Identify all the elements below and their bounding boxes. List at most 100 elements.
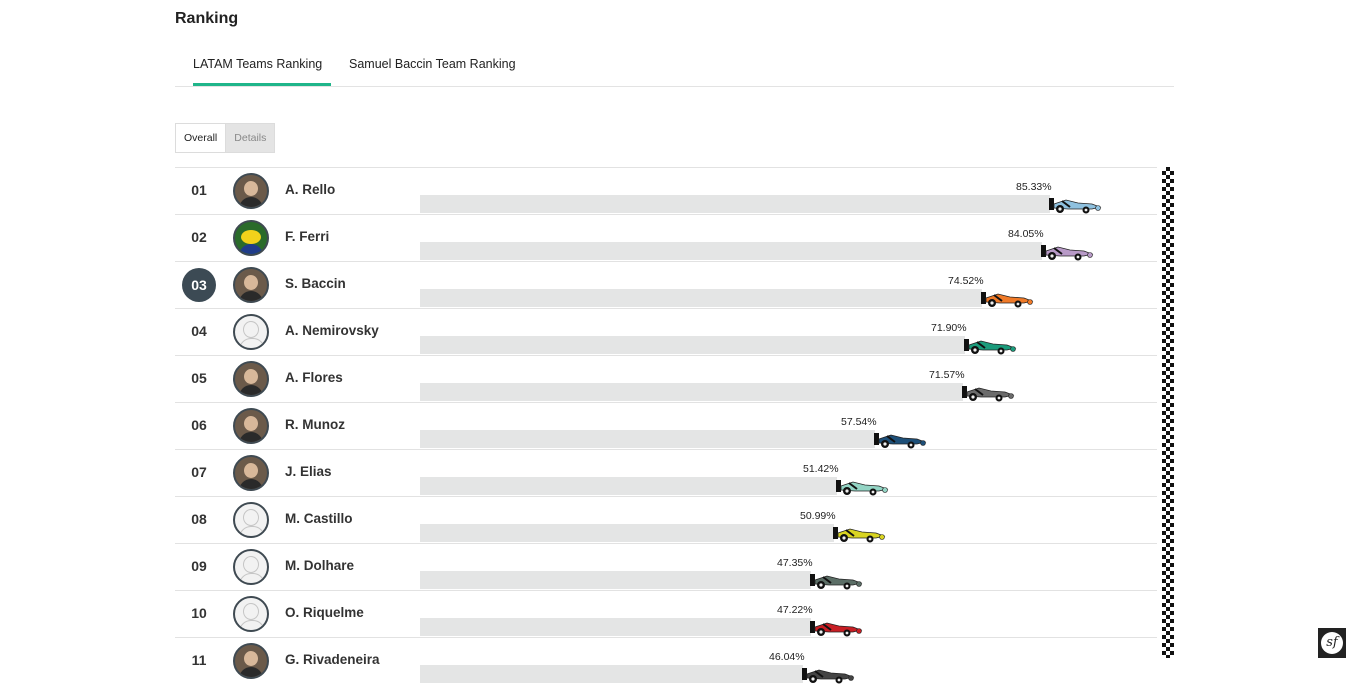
avatar[interactable]	[233, 596, 269, 632]
ranking-row: 05 A. Flores 71.57%	[175, 355, 1157, 402]
avatar[interactable]	[233, 549, 269, 585]
progress-track	[420, 665, 1157, 683]
progress-track	[420, 336, 1157, 354]
race-car-icon	[964, 339, 1017, 355]
participant-name[interactable]: G. Rivadeneira	[285, 652, 380, 667]
race-car-icon	[874, 433, 927, 449]
progress-bar	[420, 289, 982, 307]
avatar[interactable]	[233, 408, 269, 444]
ranking-position: 01	[191, 182, 207, 198]
progress-percent: 71.90%	[931, 322, 967, 334]
progress-track	[420, 289, 1157, 307]
race-car-icon	[1049, 198, 1102, 214]
participant-name[interactable]: R. Munoz	[285, 417, 345, 432]
progress-track	[420, 477, 1157, 495]
progress-bar	[420, 618, 811, 636]
progress-track	[420, 195, 1157, 213]
ranking-row: 01 A. Rello 85.33%	[175, 167, 1157, 214]
ranking-row: 10 O. Riquelme 47.22%	[175, 590, 1157, 637]
symfony-toolbar-button[interactable]: sf	[1318, 628, 1346, 658]
tab-latam-teams-ranking[interactable]: LATAM Teams Ranking	[193, 50, 331, 86]
participant-name[interactable]: M. Dolhare	[285, 558, 355, 573]
ranking-row: 02 F. Ferri 84.05%	[175, 214, 1157, 261]
progress-track	[420, 571, 1157, 589]
progress-track	[420, 383, 1157, 401]
progress-track	[420, 524, 1157, 542]
participant-name[interactable]: F. Ferri	[285, 229, 330, 244]
ranking-list: 01 A. Rello 85.33% 02 F. Ferri 84.05% 03 S. Bac…	[175, 167, 1157, 684]
avatar[interactable]	[233, 502, 269, 538]
race-car-icon	[1041, 245, 1094, 261]
progress-percent: 46.04%	[769, 651, 805, 663]
tab-label: LATAM Teams Ranking	[193, 57, 323, 71]
participant-name[interactable]: A. Rello	[285, 182, 336, 197]
progress-bar	[420, 383, 963, 401]
avatar[interactable]	[233, 361, 269, 397]
participant-name[interactable]: J. Elias	[285, 464, 332, 479]
progress-track	[420, 618, 1157, 636]
race-car-icon	[836, 480, 889, 496]
avatar[interactable]	[233, 173, 269, 209]
participant-name[interactable]: A. Nemirovsky	[285, 323, 379, 338]
avatar[interactable]	[233, 314, 269, 350]
progress-percent: 51.42%	[803, 463, 839, 475]
ranking-position: 08	[191, 511, 207, 527]
avatar[interactable]	[233, 220, 269, 256]
symfony-icon: sf	[1321, 632, 1343, 654]
race-car-icon	[981, 292, 1034, 308]
participant-name[interactable]: M. Castillo	[285, 511, 353, 526]
avatar[interactable]	[233, 643, 269, 679]
progress-bar	[420, 477, 837, 495]
progress-percent: 47.22%	[777, 604, 813, 616]
race-car-icon	[833, 527, 886, 543]
ranking-row: 09 M. Dolhare 47.35%	[175, 543, 1157, 590]
ranking-position: 02	[191, 229, 207, 245]
ranking-row: 08 M. Castillo 50.99%	[175, 496, 1157, 543]
ranking-position: 09	[191, 558, 207, 574]
progress-bar	[420, 524, 834, 542]
progress-bar	[420, 430, 875, 448]
race-car-icon	[962, 386, 1015, 402]
progress-bar	[420, 336, 965, 354]
progress-bar	[420, 571, 811, 589]
participant-name[interactable]: S. Baccin	[285, 276, 346, 291]
ranking-position: 11	[191, 652, 207, 668]
progress-bar	[420, 195, 1050, 213]
ranking-row: 03 S. Baccin 74.52%	[175, 261, 1157, 308]
details-button[interactable]: Details	[225, 124, 275, 152]
ranking-position: 07	[191, 464, 207, 480]
ranking-position: 10	[191, 605, 207, 621]
progress-percent: 47.35%	[777, 557, 813, 569]
page-title: Ranking	[175, 10, 239, 27]
race-car-icon	[810, 574, 863, 590]
tab-label: Samuel Baccin Team Ranking	[349, 57, 516, 71]
ranking-position: 04	[191, 323, 207, 339]
ranking-tabs: LATAM Teams Ranking Samuel Baccin Team R…	[175, 50, 1174, 87]
ranking-row: 04 A. Nemirovsky 71.90%	[175, 308, 1157, 355]
tab-samuel-baccin-team-ranking[interactable]: Samuel Baccin Team Ranking	[349, 50, 516, 84]
progress-track	[420, 242, 1157, 260]
ranking-row: 11 G. Rivadeneira 46.04%	[175, 637, 1157, 684]
checkered-flag-icon	[1162, 167, 1174, 658]
progress-percent: 57.54%	[841, 416, 877, 428]
progress-percent: 85.33%	[1016, 181, 1052, 193]
avatar[interactable]	[233, 455, 269, 491]
ranking-position: 05	[191, 370, 207, 386]
progress-percent: 74.52%	[948, 275, 984, 287]
view-toggle: Overall Details	[175, 123, 276, 153]
ranking-row: 07 J. Elias 51.42%	[175, 449, 1157, 496]
progress-percent: 71.57%	[929, 369, 965, 381]
progress-track	[420, 430, 1157, 448]
ranking-row: 06 R. Munoz 57.54%	[175, 402, 1157, 449]
avatar[interactable]	[233, 267, 269, 303]
progress-percent: 84.05%	[1008, 228, 1044, 240]
race-car-icon	[810, 621, 863, 637]
ranking-position: 03	[182, 268, 216, 302]
progress-bar	[420, 242, 1042, 260]
participant-name[interactable]: A. Flores	[285, 370, 343, 385]
participant-name[interactable]: O. Riquelme	[285, 605, 364, 620]
progress-bar	[420, 665, 803, 683]
ranking-position: 06	[191, 417, 207, 433]
overall-button[interactable]: Overall	[176, 124, 226, 152]
race-car-icon	[802, 668, 855, 684]
